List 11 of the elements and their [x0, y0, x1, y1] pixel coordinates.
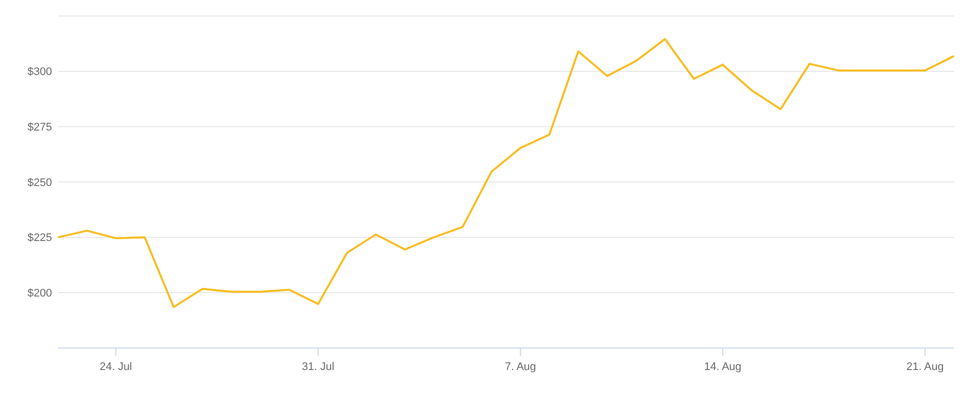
x-tick-label: 31. Jul — [302, 361, 334, 373]
x-tick-label: 21. Aug — [906, 361, 944, 373]
y-tick-label: $250 — [28, 176, 52, 189]
x-tick-label: 24. Jul — [100, 361, 132, 373]
y-tick-label: $225 — [28, 232, 52, 244]
y-tick-label: $275 — [28, 122, 52, 134]
y-tick-label: $200 — [28, 288, 52, 300]
x-tick-label: 7. Aug — [504, 361, 536, 373]
y-tick-label: $300 — [28, 66, 52, 78]
line-series — [57, 38, 955, 308]
x-tick-label: 14. Aug — [704, 361, 742, 373]
